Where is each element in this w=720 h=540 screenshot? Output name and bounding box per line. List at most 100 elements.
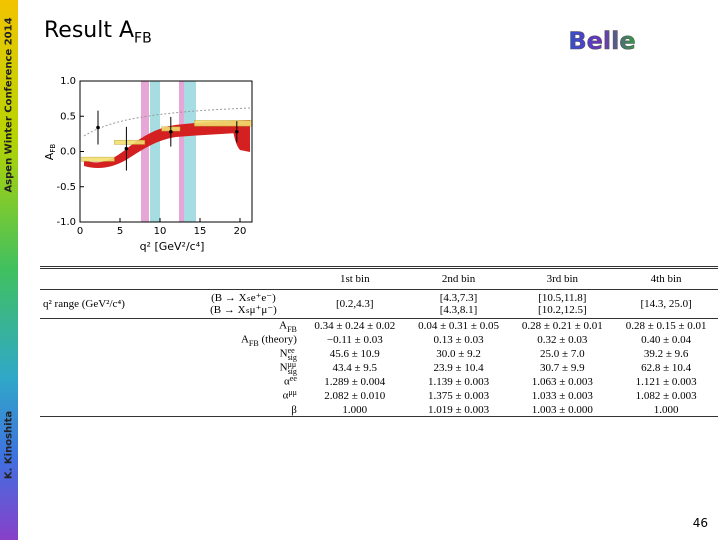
data-point xyxy=(169,129,173,134)
label-sub: FB xyxy=(287,325,297,334)
q2-range: [4.3,7.3] xyxy=(439,292,478,304)
veto-band xyxy=(150,81,160,222)
author: K. Kinoshita xyxy=(3,410,15,480)
data-cell: 45.6 ± 10.9 xyxy=(329,348,380,360)
data-point xyxy=(124,146,129,151)
data-cell: 62.8 ± 10.4 xyxy=(641,362,692,374)
q2-range: [4.3,8.1] xyxy=(439,304,478,316)
decay: (B → Xₛe⁺e⁻) xyxy=(211,292,276,304)
label-sup: μμ xyxy=(287,360,297,369)
label-sub: sig xyxy=(287,353,297,362)
label-main: α xyxy=(284,375,290,388)
data-cell: 0.28 ± 0.15 ± 0.01 xyxy=(625,320,707,332)
column-header: 2nd bin xyxy=(406,267,511,290)
data-cell: 30.7 ± 9.9 xyxy=(540,362,585,374)
x-tick-label: 20 xyxy=(234,226,247,237)
q2-cell: [0.2,4.3] xyxy=(302,289,407,319)
data-cell: 25.0 ± 7.0 xyxy=(540,348,585,360)
data-cell: 0.28 ± 0.21 ± 0.01 xyxy=(521,320,603,332)
label-scripts: μμ sig xyxy=(287,360,297,376)
data-cell: 1.375 ± 0.003 xyxy=(428,390,490,402)
x-axis-label: q² [GeV²/c⁴] xyxy=(140,240,205,253)
row-label: α μμ xyxy=(40,389,303,403)
data-cell: 23.9 ± 10.4 xyxy=(433,362,484,374)
data-point xyxy=(235,129,239,134)
header-cell xyxy=(40,267,303,290)
data-cell: 30.0 ± 9.2 xyxy=(436,348,481,360)
y-label-main: A xyxy=(43,152,56,160)
theory-box xyxy=(114,139,146,145)
x-tick-label: 15 xyxy=(194,226,207,237)
data-row: A FB 0.34 ± 0.24 ± 0.02 0.04 ± 0.31 ± 0.05… xyxy=(40,319,718,334)
x-tick-label: 10 xyxy=(154,226,167,237)
label-sup: ee xyxy=(289,374,297,383)
data-cell: 39.2 ± 9.6 xyxy=(643,348,689,360)
label-main: N xyxy=(279,347,288,360)
sidebar: Aspen Winter Conference 2014 K. Kinoshit… xyxy=(0,0,18,540)
data-row: α ee 1.289 ± 0.004 1.139 ± 0.003 1.063 ± 0.… xyxy=(40,375,718,389)
q2-range: [10.2,12.5] xyxy=(538,304,587,316)
q2-row: q² range (GeV²/c⁴) (B → Xₛe⁺e⁻) (B → Xₛμ⁺μ… xyxy=(40,289,718,319)
logo: Belle xyxy=(568,27,635,55)
data-point xyxy=(96,125,100,130)
data-cell: 1.139 ± 0.003 xyxy=(428,376,490,388)
slide-title: Result AFB xyxy=(44,18,152,46)
data-cell: 1.082 ± 0.003 xyxy=(635,390,697,402)
results-table: 1st bin 2nd bin 3rd bin 4th bin q² range (Ge… xyxy=(40,266,718,417)
label-main: β xyxy=(291,403,297,416)
data-cell: 0.40 ± 0.04 xyxy=(641,334,692,346)
label-sup: μμ xyxy=(288,388,297,397)
q2-range: [0.2,4.3] xyxy=(336,298,374,310)
data-cell: 1.000 xyxy=(342,403,368,416)
label-main: A xyxy=(279,319,288,332)
label-scripts: FB xyxy=(248,333,259,348)
y-tick-label: 0.5 xyxy=(60,111,76,122)
y-label-sub: FB xyxy=(49,144,57,153)
y-tick-label: 0.0 xyxy=(60,147,76,158)
label-scripts: FB xyxy=(287,319,297,334)
q2-range: [14.3, 25.0] xyxy=(640,298,692,310)
data-cell: 1.033 ± 0.003 xyxy=(531,390,593,402)
label-main: α xyxy=(282,389,289,402)
data-cell: −0.11 ± 0.03 xyxy=(326,334,383,346)
y-tick-label: 1.0 xyxy=(60,76,76,87)
data-cell: 1.000 xyxy=(653,403,679,416)
theory-curve xyxy=(83,107,251,137)
page-number: 46 xyxy=(692,516,708,530)
column-header: 3rd bin xyxy=(510,267,615,290)
data-cell: 0.04 ± 0.31 ± 0.05 xyxy=(418,320,499,332)
data-cell: 0.34 ± 0.24 ± 0.02 xyxy=(314,320,396,332)
column-header: 4th bin xyxy=(614,267,718,290)
data-cell: 0.13 ± 0.03 xyxy=(433,334,484,346)
q2-decays: (B → Xₛe⁺e⁻) (B → Xₛμ⁺μ⁻) xyxy=(183,289,303,319)
row-label: α ee xyxy=(40,375,303,389)
data-cell: 43.4 ± 9.5 xyxy=(332,362,378,374)
q2-cell: [4.3,7.3] [4.3,8.1] xyxy=(406,289,511,319)
data-row: β 1.000 1.019 ± 0.003 1.003 ± 0.000 1.000 xyxy=(40,403,718,417)
label-sub: sig xyxy=(287,367,297,376)
column-header: 1st bin xyxy=(302,267,407,290)
row-label: A FB xyxy=(40,319,303,334)
veto-band xyxy=(141,81,149,222)
q2-range: [10.5,11.8] xyxy=(538,292,587,304)
header-row: 1st bin 2nd bin 3rd bin 4th bin xyxy=(40,267,718,290)
data-cell: 1.121 ± 0.003 xyxy=(635,376,697,388)
x-tick-label: 5 xyxy=(117,226,123,237)
label-sub xyxy=(288,396,297,403)
q2-label: q² range (GeV²/c⁴) xyxy=(40,289,184,319)
data-row: A FB (theory) −0.11 ± 0.03 0.13 ± 0.03 0.32… xyxy=(40,333,718,348)
data-cell: 1.289 ± 0.004 xyxy=(324,376,386,388)
label-scripts: μμ xyxy=(288,389,297,403)
data-cell: 0.32 ± 0.03 xyxy=(537,334,588,346)
data-cell: 1.019 ± 0.003 xyxy=(428,403,490,416)
row-label: A FB (theory) xyxy=(40,333,303,348)
y-tick-label: -0.5 xyxy=(56,182,76,193)
label-scripts: ee sig xyxy=(287,347,297,362)
label-main: A xyxy=(240,333,249,346)
title-sub: FB xyxy=(134,30,152,47)
label-sub: FB xyxy=(248,339,259,348)
